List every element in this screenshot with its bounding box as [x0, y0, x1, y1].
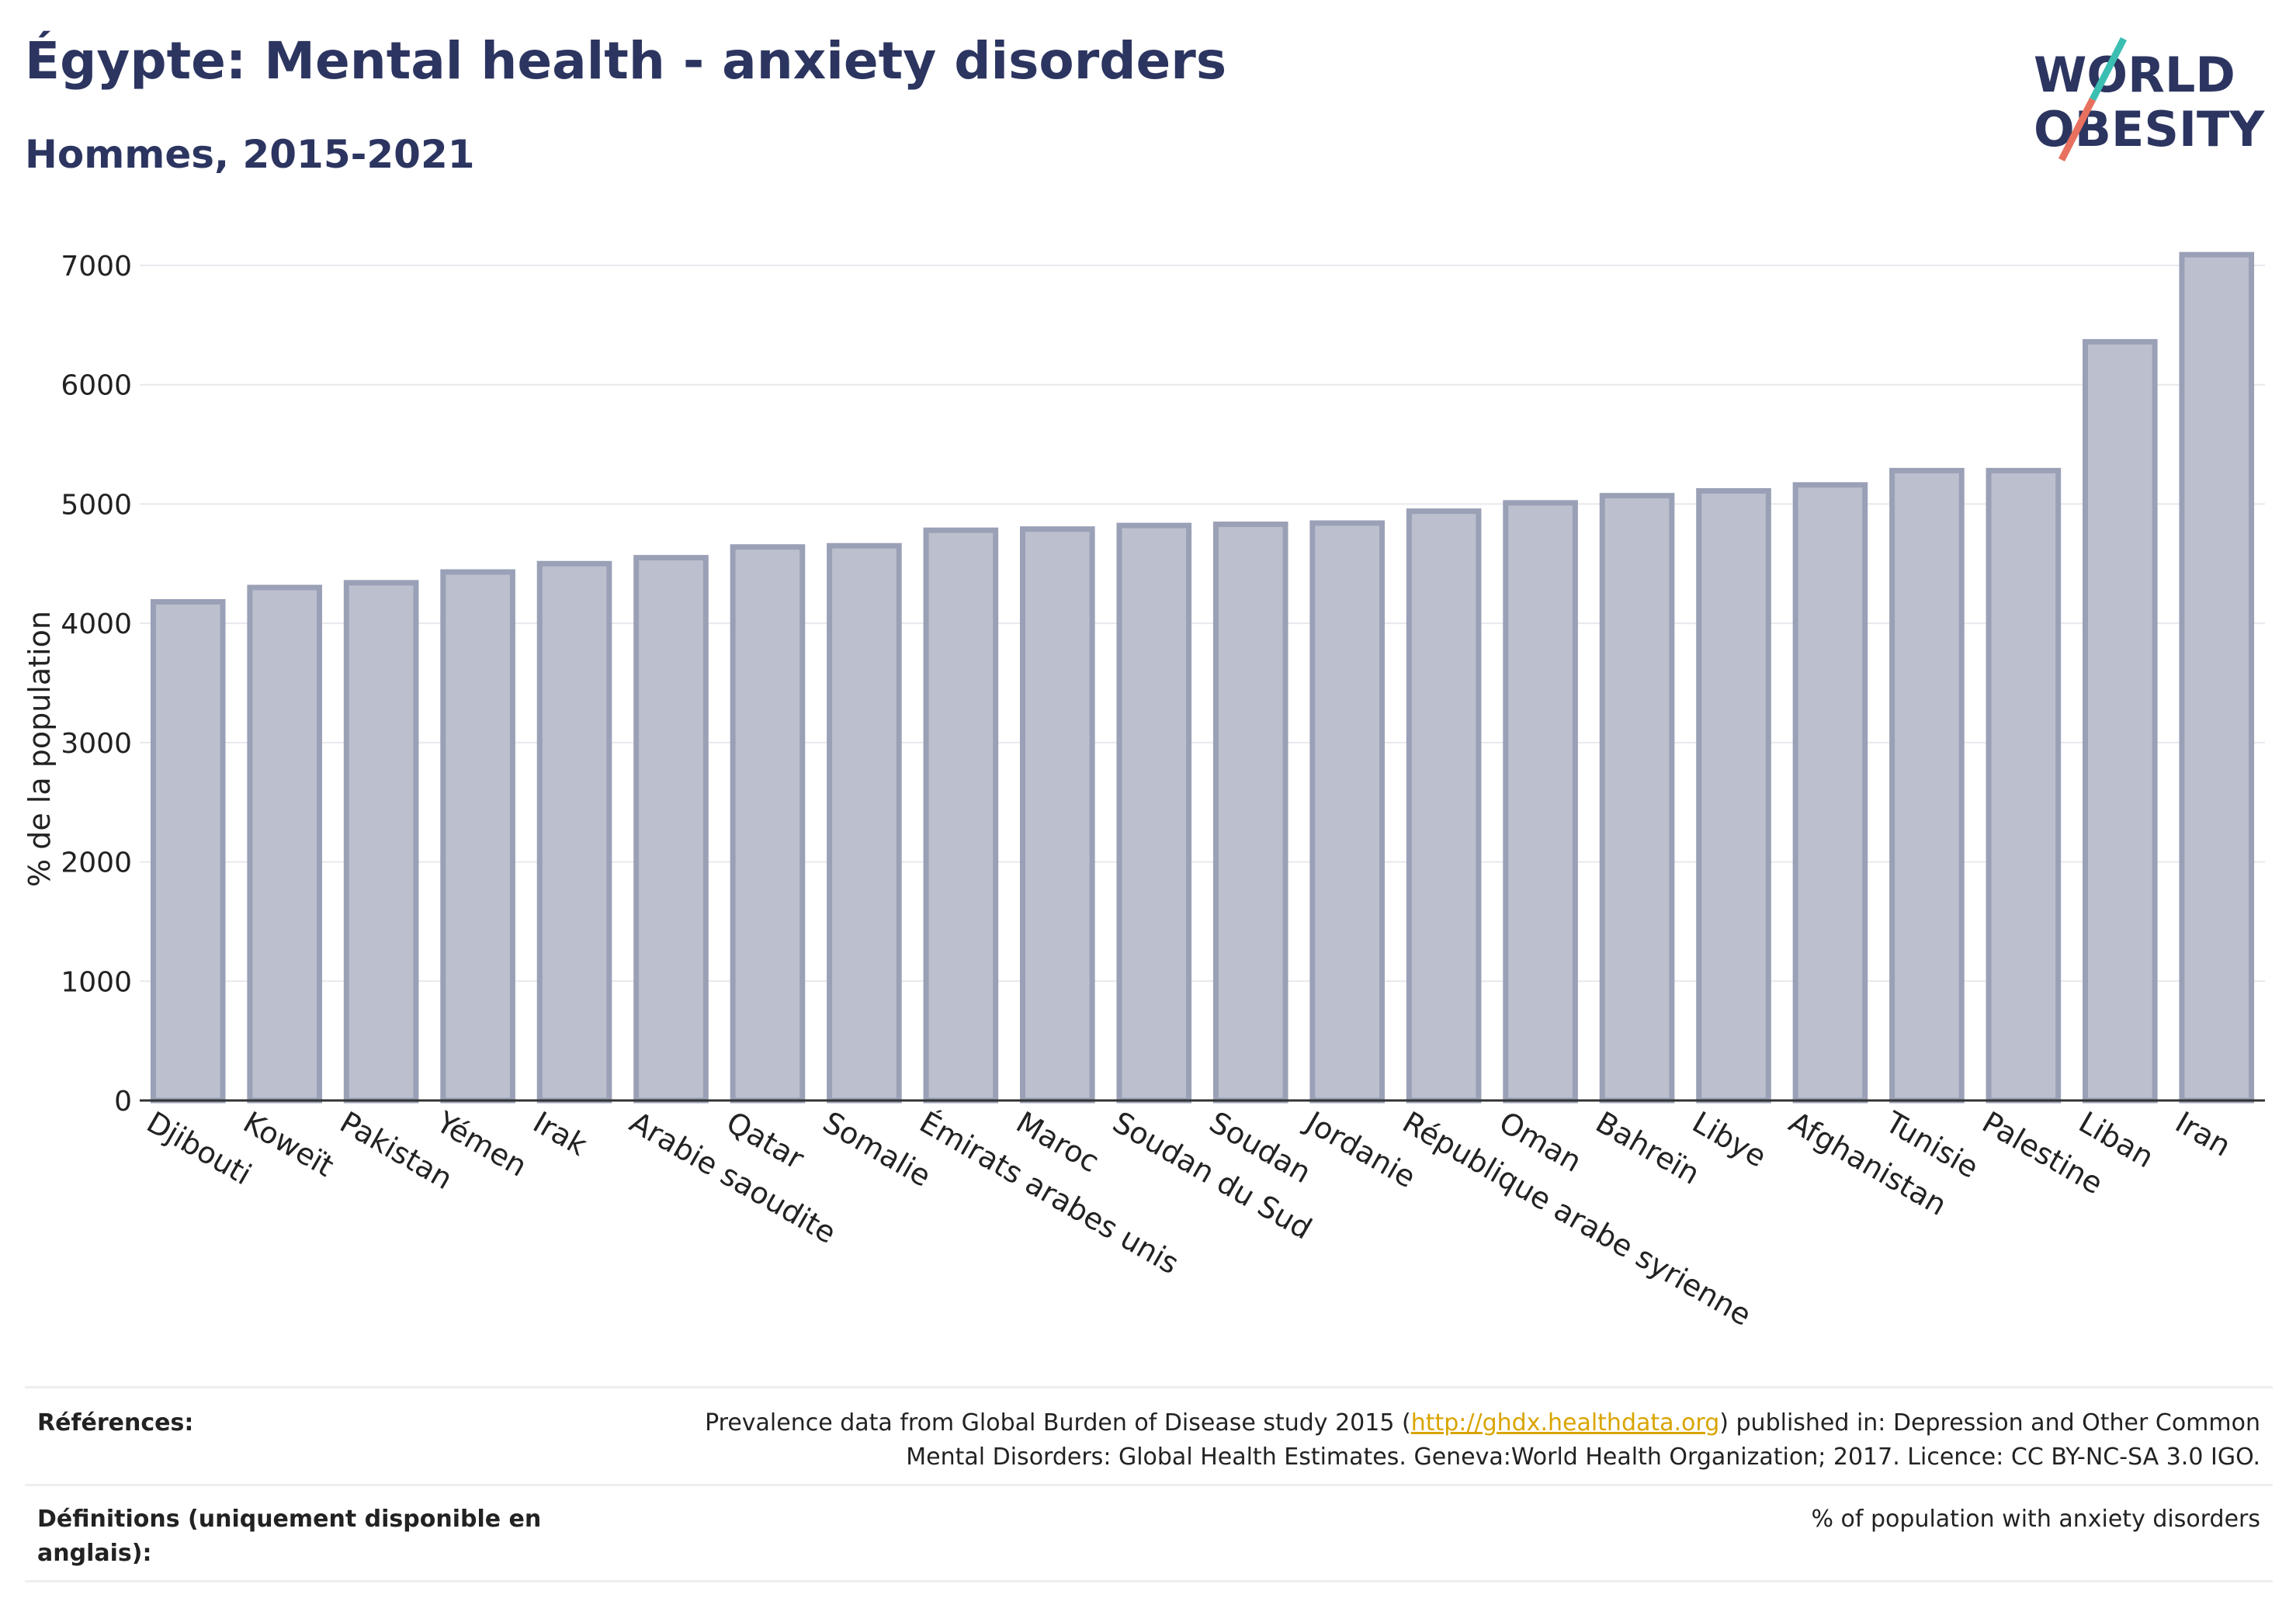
- references-text: Prevalence data from Global Burden of Di…: [630, 1406, 2260, 1475]
- x-tick-label: Koweït: [238, 1105, 339, 1184]
- bar: [1406, 508, 1482, 1104]
- y-tick-label: 2000: [61, 847, 132, 879]
- bar: [1792, 482, 1868, 1104]
- definitions-text: % of population with anxiety disorders: [1811, 1506, 2260, 1533]
- bars: [150, 251, 2255, 1104]
- references-label: Références:: [37, 1409, 194, 1437]
- y-tick-label: 0: [114, 1086, 132, 1118]
- references-link[interactable]: http://ghdx.healthdata.org: [1410, 1409, 1720, 1437]
- bar: [633, 555, 709, 1104]
- y-tick-label: 4000: [61, 608, 132, 640]
- bar: [1503, 500, 1578, 1104]
- bar-chart: 0 1000 2000 3000 4000 5000 6000 7000 DjiboutiKo…: [23, 251, 2265, 1333]
- bar: [536, 560, 612, 1104]
- bar: [247, 584, 322, 1104]
- footer-divider-bottom: [25, 1580, 2273, 1582]
- world-obesity-logo: WORLD OBESITY: [2034, 36, 2265, 162]
- x-tick-label: Iran: [2169, 1105, 2236, 1163]
- logo-line1: WORLD: [2034, 47, 2235, 103]
- x-tick-label: Irak: [528, 1105, 593, 1163]
- bar: [923, 527, 999, 1104]
- bar: [730, 544, 806, 1104]
- x-tick-label: Somalie: [817, 1105, 937, 1194]
- logo-slash-coral: [2058, 97, 2097, 162]
- x-tick-label: Djibouti: [141, 1105, 258, 1192]
- bar: [1889, 467, 1965, 1104]
- y-axis-ticks: 0 1000 2000 3000 4000 5000 6000 7000: [61, 251, 132, 1118]
- y-axis-title: % de la population: [23, 611, 57, 887]
- bar: [1309, 520, 1385, 1104]
- bar: [1599, 493, 1675, 1104]
- references-text-after: ) published in: Depression and Other Com…: [906, 1409, 2260, 1471]
- logo-line2: OBESITY: [2034, 101, 2265, 158]
- bar: [1116, 522, 1192, 1104]
- chart-title: Égypte: Mental health - anxiety disorder…: [25, 31, 1227, 91]
- footer-divider-top: [25, 1386, 2273, 1388]
- bar: [1212, 522, 1288, 1104]
- y-tick-label: 7000: [61, 251, 132, 282]
- bar: [343, 580, 419, 1104]
- bar: [440, 569, 515, 1104]
- y-tick-label: 6000: [61, 370, 132, 402]
- bar: [1986, 467, 2062, 1104]
- references-text-before: Prevalence data from Global Burden of Di…: [705, 1409, 1411, 1437]
- logo-slash-teal: [2089, 36, 2128, 102]
- bar: [827, 542, 902, 1104]
- bar: [150, 598, 226, 1104]
- x-tick-label: Jordanie: [1299, 1104, 1421, 1195]
- footer-divider-middle: [25, 1484, 2273, 1486]
- y-tick-label: 1000: [61, 966, 132, 998]
- chart-subtitle: Hommes, 2015-2021: [25, 132, 475, 177]
- definitions-label: Définitions (uniquement disponible en an…: [37, 1506, 542, 1567]
- x-tick-label: Bahreïn: [1590, 1105, 1706, 1191]
- bar: [2179, 251, 2255, 1104]
- bar: [1020, 526, 1095, 1104]
- bar: [2083, 338, 2158, 1104]
- bar: [1696, 488, 1771, 1104]
- y-tick-label: 5000: [61, 489, 132, 521]
- y-tick-label: 3000: [61, 728, 132, 760]
